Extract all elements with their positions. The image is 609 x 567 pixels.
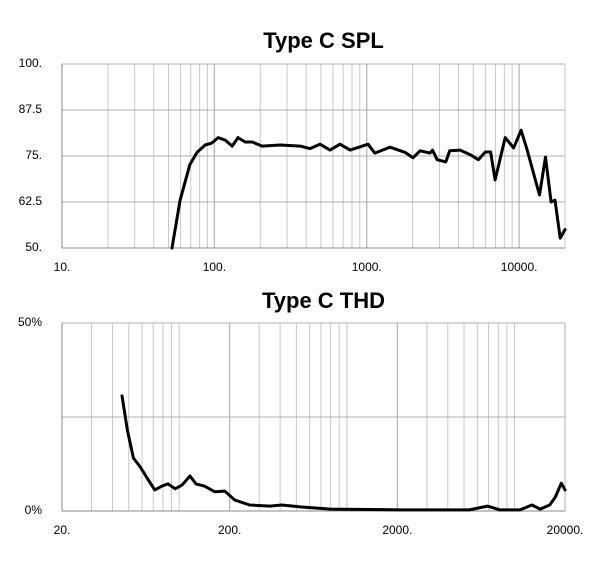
chart-title: Type C THD bbox=[262, 288, 385, 313]
chart-title: Type C SPL bbox=[263, 28, 384, 53]
y-tick-label: 0% bbox=[25, 503, 43, 517]
x-tick-label: 100. bbox=[203, 260, 226, 274]
y-tick-label: 50% bbox=[18, 315, 42, 329]
x-tick-label: 1000. bbox=[352, 260, 382, 274]
x-tick-label: 2000. bbox=[382, 523, 412, 537]
x-tick-label: 200. bbox=[218, 523, 241, 537]
x-tick-label: 10000. bbox=[501, 260, 538, 274]
series-line bbox=[170, 128, 567, 250]
x-tick-label: 20000. bbox=[547, 523, 584, 537]
series-line bbox=[120, 394, 567, 512]
x-tick-label: 20. bbox=[54, 523, 71, 537]
y-tick-label: 87.5 bbox=[19, 102, 43, 116]
y-tick-label: 50. bbox=[25, 240, 42, 254]
y-tick-label: 62.5 bbox=[19, 194, 43, 208]
y-tick-label: 100. bbox=[19, 56, 42, 70]
y-tick-label: 75. bbox=[25, 148, 42, 162]
x-tick-label: 10. bbox=[54, 260, 71, 274]
